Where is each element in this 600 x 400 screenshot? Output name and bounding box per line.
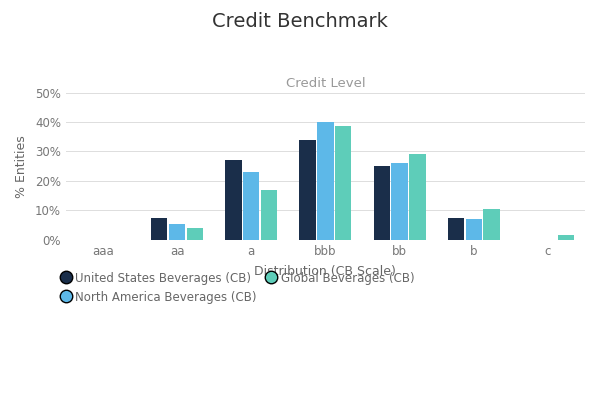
Bar bbox=[466, 219, 482, 240]
Bar bbox=[151, 218, 167, 240]
Bar bbox=[409, 154, 425, 240]
X-axis label: Distribution (CB Scale): Distribution (CB Scale) bbox=[254, 264, 397, 278]
Bar bbox=[374, 166, 390, 240]
Text: Credit Benchmark: Credit Benchmark bbox=[212, 12, 388, 31]
Y-axis label: % Entities: % Entities bbox=[15, 135, 28, 198]
Bar bbox=[448, 218, 464, 240]
Legend: United States Beverages (CB), North America Beverages (CB), Global Beverages (CB: United States Beverages (CB), North Amer… bbox=[61, 272, 414, 304]
Bar bbox=[169, 224, 185, 240]
Bar bbox=[484, 209, 500, 240]
Bar bbox=[335, 126, 352, 240]
Bar bbox=[261, 190, 277, 240]
Bar bbox=[299, 140, 316, 240]
Bar bbox=[317, 122, 334, 240]
Bar bbox=[187, 228, 203, 240]
Bar bbox=[391, 163, 408, 240]
Bar bbox=[225, 160, 242, 240]
Bar bbox=[557, 235, 574, 240]
Bar bbox=[243, 172, 259, 240]
Title: Credit Level: Credit Level bbox=[286, 77, 365, 90]
